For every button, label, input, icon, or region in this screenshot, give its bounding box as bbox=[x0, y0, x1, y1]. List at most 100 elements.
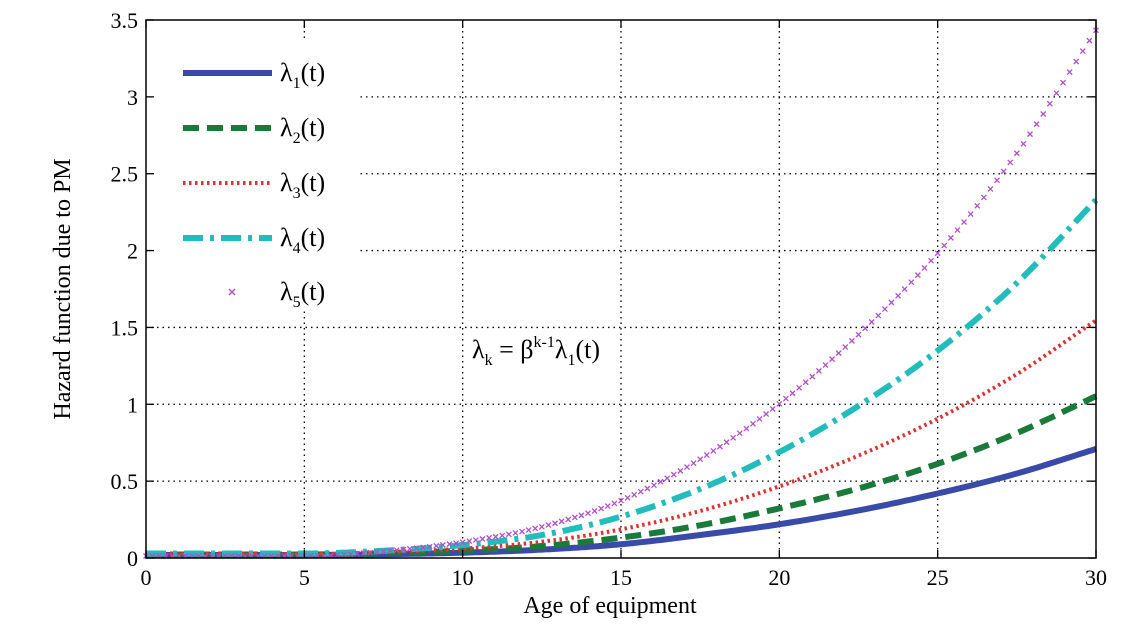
series-5-marker bbox=[472, 537, 479, 544]
series-5-marker bbox=[967, 211, 974, 217]
formula-annotation: λk = βk-1λ1(t) bbox=[472, 334, 600, 369]
series-5-marker bbox=[637, 488, 644, 495]
y-tick-label: 0.5 bbox=[111, 469, 139, 494]
series-5-marker bbox=[749, 420, 756, 427]
series-5-marker bbox=[552, 520, 558, 527]
series-5-marker bbox=[782, 395, 789, 402]
legend-label: λ5(t) bbox=[280, 277, 325, 311]
series-5-marker bbox=[842, 344, 849, 351]
series-5-marker bbox=[624, 494, 631, 501]
x-tick-label: 5 bbox=[299, 565, 310, 590]
series-5-marker bbox=[1046, 100, 1053, 107]
series-5-marker bbox=[1073, 58, 1080, 65]
legend-item-3: λ3(t) bbox=[183, 168, 325, 202]
series-5-marker bbox=[914, 272, 921, 279]
series-5-marker bbox=[888, 299, 895, 306]
series-5-marker bbox=[855, 331, 862, 338]
series-5-marker bbox=[578, 512, 585, 519]
series-5-marker bbox=[446, 541, 453, 548]
y-tick-label: 2 bbox=[127, 239, 138, 264]
series-5-marker bbox=[380, 548, 387, 555]
series-5-marker bbox=[466, 538, 473, 545]
legend-item-4: λ4(t) bbox=[183, 223, 325, 257]
series-5-marker bbox=[459, 539, 466, 546]
series-5-marker bbox=[1007, 159, 1014, 166]
series-5-marker bbox=[881, 306, 888, 313]
series-5-marker bbox=[756, 415, 763, 422]
series-5-marker bbox=[802, 379, 809, 386]
series-5-marker bbox=[406, 545, 413, 552]
series-5-marker bbox=[895, 292, 902, 299]
series-5-marker bbox=[1000, 168, 1007, 175]
series-5-marker bbox=[1066, 69, 1073, 76]
series-5-marker bbox=[387, 547, 394, 554]
series-5-marker bbox=[848, 337, 855, 344]
series-5-marker bbox=[690, 460, 697, 467]
legend-label: λ2(t) bbox=[280, 113, 325, 147]
series-5-marker bbox=[479, 536, 486, 542]
series-5-marker bbox=[618, 497, 624, 504]
series-5-marker bbox=[340, 551, 347, 558]
series-5-marker bbox=[1013, 150, 1020, 157]
series-5-marker bbox=[426, 543, 433, 550]
series-5-marker bbox=[604, 503, 611, 509]
series-5-marker bbox=[670, 471, 677, 478]
series-5-marker bbox=[1060, 79, 1066, 86]
series-5-marker bbox=[439, 542, 446, 548]
series-5-marker bbox=[743, 425, 750, 432]
series-5-marker bbox=[684, 464, 690, 471]
series-5-marker bbox=[598, 505, 605, 512]
series-5-marker bbox=[420, 544, 427, 551]
legend-item-5: λ5(t) bbox=[228, 277, 325, 311]
y-tick-label: 3.5 bbox=[111, 8, 139, 33]
legend-item-2: λ2(t) bbox=[183, 113, 325, 147]
series-5-marker bbox=[980, 194, 987, 201]
series-5-marker bbox=[585, 510, 591, 517]
series-5-marker bbox=[1033, 121, 1040, 128]
series-5-marker bbox=[796, 384, 803, 391]
series-5-marker bbox=[354, 550, 361, 557]
series-5-marker bbox=[631, 491, 638, 498]
series-5-marker bbox=[433, 542, 440, 549]
series-5-marker bbox=[1027, 131, 1033, 138]
series-5-marker bbox=[327, 552, 334, 559]
series-5-marker bbox=[994, 177, 1001, 184]
series-5-marker bbox=[545, 522, 552, 529]
y-tick-label: 3 bbox=[127, 85, 138, 110]
series-5 bbox=[143, 27, 1099, 559]
series-5-marker bbox=[928, 257, 935, 264]
y-axis-title: Hazard function due to PM bbox=[50, 158, 76, 419]
series-5-marker bbox=[1086, 37, 1093, 44]
series-1 bbox=[146, 446, 1097, 558]
series-5-marker bbox=[591, 507, 598, 514]
series-5-marker bbox=[921, 265, 928, 271]
tick-layer: 0 5 10 15 20 25 30 0 0.5 1 1.5 2 2.5 3 3.5 bbox=[111, 8, 1108, 590]
series-3-line bbox=[146, 318, 1098, 556]
series-5-marker bbox=[829, 356, 836, 363]
y-tick-label: 2.5 bbox=[111, 162, 139, 187]
series-5-marker bbox=[908, 279, 915, 286]
y-tick-label: 1.5 bbox=[111, 315, 139, 340]
series-5-marker bbox=[769, 406, 776, 412]
series-5-marker bbox=[644, 485, 651, 492]
series-5-marker bbox=[947, 234, 954, 241]
x-tick-label: 20 bbox=[768, 565, 790, 590]
series-5-marker bbox=[453, 540, 460, 547]
series-5-marker bbox=[697, 456, 704, 463]
series-5-marker bbox=[961, 219, 968, 226]
series-5-marker bbox=[492, 533, 499, 540]
series-5-marker bbox=[1040, 111, 1047, 117]
series-5-marker bbox=[1079, 48, 1086, 55]
x-tick-label: 30 bbox=[1085, 565, 1107, 590]
series-5-marker bbox=[651, 482, 657, 489]
formula-text: λk = βk-1λ1(t) bbox=[472, 334, 600, 369]
x-tick-label: 15 bbox=[610, 565, 632, 590]
series-5-marker bbox=[360, 550, 367, 557]
series-5-marker bbox=[400, 546, 407, 553]
series-5-marker bbox=[763, 411, 770, 417]
legend-swatch bbox=[228, 288, 236, 296]
x-tick-label: 0 bbox=[141, 565, 152, 590]
series-5-marker bbox=[486, 534, 493, 541]
